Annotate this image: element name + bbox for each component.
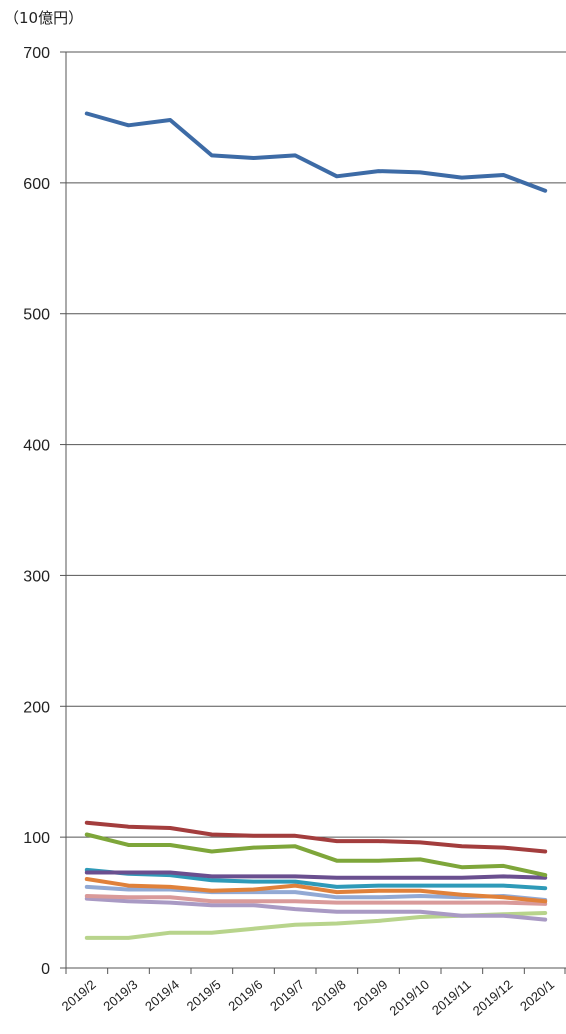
y-tick-label: 200 (23, 699, 50, 716)
x-tick-label: 2019/2 (59, 977, 99, 1014)
series-line-9 (84, 896, 548, 922)
x-tick-label: 2019/4 (142, 977, 182, 1014)
x-tick-label: 2019/12 (470, 977, 516, 1019)
x-tick-label: 2019/7 (267, 977, 307, 1014)
gridlines (66, 51, 566, 838)
x-tick-label: 2019/11 (429, 977, 474, 1018)
x-tick-label: 2019/10 (386, 977, 432, 1019)
series-lines (84, 111, 548, 940)
series-line-6 (84, 877, 548, 904)
y-tick-label: 400 (23, 438, 50, 455)
axes (60, 51, 566, 974)
x-tick-label: 2020/1 (517, 977, 557, 1014)
y-tick-label: 700 (23, 45, 50, 62)
series-line-1 (84, 111, 548, 193)
series-line-4 (84, 870, 548, 880)
y-tick-label: 100 (23, 830, 50, 847)
series-line-2 (84, 820, 548, 854)
x-tick-label: 2019/3 (100, 977, 140, 1014)
series-line-5 (84, 867, 548, 891)
x-axis-tick-labels: 2019/2 2019/3 2019/4 2019/5 2019/6 2019/7 2019… (59, 977, 557, 1019)
y-tick-label: 300 (23, 568, 50, 585)
series-line-8 (84, 894, 548, 906)
y-tick-label: 500 (23, 307, 50, 324)
unit-label: （10億円） (4, 9, 83, 27)
x-tick-label: 2019/5 (184, 977, 224, 1014)
y-tick-label: 0 (41, 961, 50, 978)
series-line-3 (84, 832, 548, 878)
x-tick-label: 2019/6 (225, 977, 265, 1014)
x-tick-label: 2019/9 (350, 977, 390, 1014)
y-axis-tick-labels: 0 100 200 300 400 500 600 700 (23, 45, 50, 978)
y-tick-label: 600 (23, 176, 50, 193)
x-tick-label: 2019/8 (309, 977, 349, 1014)
